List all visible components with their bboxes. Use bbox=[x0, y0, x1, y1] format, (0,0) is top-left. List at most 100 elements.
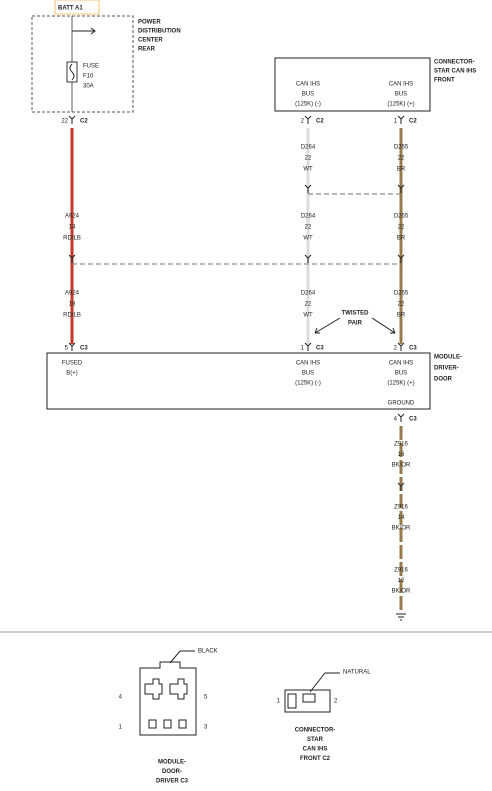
label: DOOR- bbox=[162, 769, 182, 775]
label: FRONT bbox=[434, 78, 455, 84]
label: BK/OR bbox=[392, 463, 411, 469]
callout bbox=[169, 650, 195, 664]
connector-pin bbox=[304, 254, 312, 263]
connector-pin bbox=[68, 115, 76, 124]
label: 1 bbox=[394, 119, 398, 125]
label: DISTRIBUTION bbox=[138, 29, 181, 35]
label: C2 bbox=[316, 119, 324, 125]
label: C3 bbox=[316, 346, 324, 352]
connector-cavities bbox=[148, 719, 187, 729]
label: 22 bbox=[398, 225, 405, 231]
label: 2 bbox=[394, 346, 398, 352]
connector-pin bbox=[397, 413, 405, 422]
connector-body bbox=[284, 689, 331, 713]
callout bbox=[309, 672, 340, 693]
label: C3 bbox=[80, 346, 88, 352]
star-box bbox=[274, 57, 431, 112]
label: 12 bbox=[398, 578, 405, 584]
label: 22 bbox=[305, 156, 312, 162]
label: D265 bbox=[394, 145, 409, 151]
label: 1 bbox=[119, 725, 123, 731]
label: 16 bbox=[398, 452, 405, 458]
label: Z916 bbox=[394, 442, 408, 448]
label: 4 bbox=[394, 417, 398, 423]
label: A924 bbox=[65, 291, 80, 297]
label: 22 bbox=[398, 302, 405, 308]
label: 1 bbox=[301, 346, 305, 352]
label: RD/LB bbox=[63, 236, 81, 242]
label: MODULE- bbox=[158, 760, 186, 766]
connector-pin bbox=[304, 115, 312, 124]
label: CONNECTOR- bbox=[295, 728, 336, 734]
label: 2 bbox=[301, 119, 305, 125]
label: BUS bbox=[395, 371, 407, 377]
label: NATURAL bbox=[343, 670, 371, 676]
connector-cavities bbox=[144, 678, 188, 700]
label: REAR bbox=[138, 47, 156, 53]
connector-pin bbox=[397, 184, 405, 193]
label: RD/LB bbox=[63, 313, 81, 319]
label: 30A bbox=[83, 84, 94, 90]
label: BK/OR bbox=[392, 589, 411, 595]
label: 5 bbox=[204, 695, 208, 701]
label: D264 bbox=[301, 214, 316, 220]
label: WT bbox=[303, 313, 313, 319]
label: C2 bbox=[80, 119, 88, 125]
label: CONNECTOR- bbox=[434, 60, 475, 66]
label: (125K) (-) bbox=[295, 102, 321, 108]
feed-arrow bbox=[72, 27, 96, 35]
ground-symbol bbox=[396, 613, 406, 621]
label: FUSED bbox=[62, 361, 83, 367]
label: 1 bbox=[277, 699, 281, 705]
label: BR bbox=[397, 167, 406, 173]
label: 3 bbox=[204, 725, 208, 731]
connector-pin bbox=[397, 482, 405, 491]
label: STAR bbox=[307, 737, 324, 743]
label: BR bbox=[397, 313, 406, 319]
label: C2 bbox=[409, 119, 417, 125]
connector-pin bbox=[68, 342, 76, 351]
label: BLACK bbox=[198, 649, 218, 655]
label: 18 bbox=[69, 302, 76, 308]
label: DRIVER C3 bbox=[156, 779, 189, 785]
label: 4 bbox=[119, 695, 123, 701]
batt-box bbox=[54, 0, 100, 15]
label: 22 bbox=[305, 225, 312, 231]
label: D265 bbox=[394, 291, 409, 297]
label: FRONT C2 bbox=[300, 756, 331, 762]
connector-pin bbox=[68, 254, 76, 263]
label: Z916 bbox=[394, 505, 408, 511]
label: (125K) (+) bbox=[387, 102, 414, 108]
connector-pin bbox=[397, 342, 405, 351]
label: 2 bbox=[334, 699, 338, 705]
label: GROUND bbox=[388, 401, 415, 407]
label: PAIR bbox=[348, 321, 363, 327]
label: MODULE- bbox=[434, 355, 462, 361]
label: CAN IHS bbox=[389, 361, 413, 367]
label: FUSE bbox=[83, 64, 99, 70]
label: BUS bbox=[302, 371, 314, 377]
label: WT bbox=[303, 167, 313, 173]
label: Z916 bbox=[394, 568, 408, 574]
label: CENTER bbox=[138, 38, 163, 44]
connector-pin bbox=[304, 342, 312, 351]
label: B(+) bbox=[66, 371, 78, 377]
label: 22 bbox=[61, 119, 68, 125]
label: D265 bbox=[394, 214, 409, 220]
label: D264 bbox=[301, 291, 316, 297]
connector-pin bbox=[397, 115, 405, 124]
label: BUS bbox=[395, 92, 407, 98]
label: BATT A1 bbox=[58, 6, 83, 12]
connector-pin bbox=[304, 184, 312, 193]
label: F10 bbox=[83, 74, 94, 80]
label: D264 bbox=[301, 145, 316, 151]
label: BK/OR bbox=[392, 526, 411, 532]
label: DOOR bbox=[434, 377, 453, 383]
module-box bbox=[46, 352, 431, 410]
label: BR bbox=[397, 236, 406, 242]
label: CAN IHS bbox=[389, 82, 413, 88]
label: DRIVER- bbox=[434, 366, 459, 372]
label: (125K) (-) bbox=[295, 381, 321, 387]
pdc-box bbox=[31, 15, 134, 113]
